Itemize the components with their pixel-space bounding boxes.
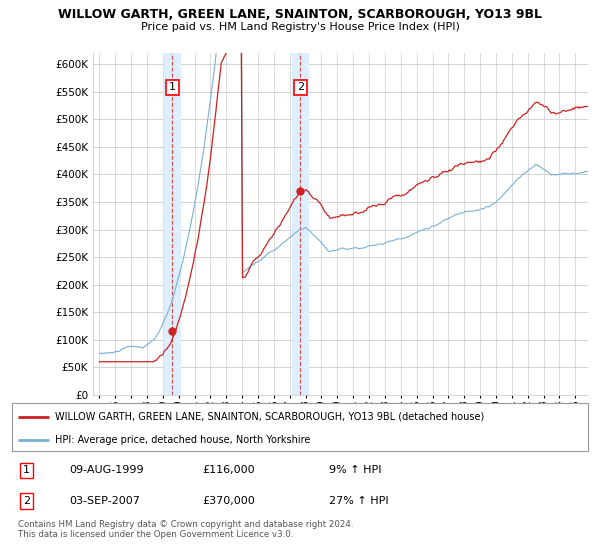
Text: 2: 2 (23, 496, 30, 506)
Text: Contains HM Land Registry data © Crown copyright and database right 2024.
This d: Contains HM Land Registry data © Crown c… (18, 520, 353, 539)
Bar (292, 53, 308, 395)
Text: HPI: Average price, detached house, North Yorkshire: HPI: Average price, detached house, Nort… (55, 435, 311, 445)
Text: 2: 2 (297, 82, 304, 92)
Text: 1: 1 (169, 82, 176, 92)
Text: 03-SEP-2007: 03-SEP-2007 (70, 496, 140, 506)
Text: £116,000: £116,000 (202, 465, 255, 475)
Text: 09-AUG-1999: 09-AUG-1999 (70, 465, 144, 475)
Text: £370,000: £370,000 (202, 496, 255, 506)
Bar (164, 53, 180, 395)
Text: Price paid vs. HM Land Registry's House Price Index (HPI): Price paid vs. HM Land Registry's House … (140, 22, 460, 32)
Text: 27% ↑ HPI: 27% ↑ HPI (329, 496, 388, 506)
Text: WILLOW GARTH, GREEN LANE, SNAINTON, SCARBOROUGH, YO13 9BL (detached house): WILLOW GARTH, GREEN LANE, SNAINTON, SCAR… (55, 412, 484, 422)
Text: 1: 1 (23, 465, 30, 475)
Text: WILLOW GARTH, GREEN LANE, SNAINTON, SCARBOROUGH, YO13 9BL: WILLOW GARTH, GREEN LANE, SNAINTON, SCAR… (58, 8, 542, 21)
Text: 9% ↑ HPI: 9% ↑ HPI (329, 465, 382, 475)
